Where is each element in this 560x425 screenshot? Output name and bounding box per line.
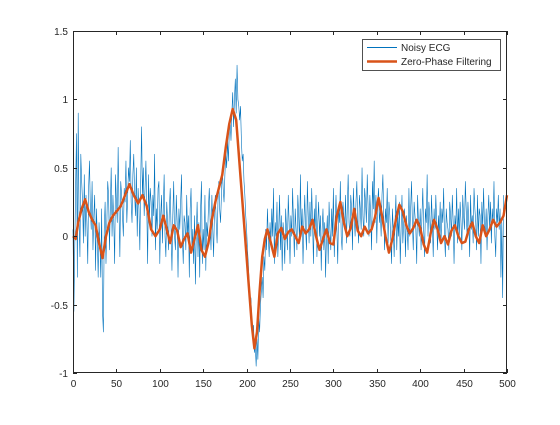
x-tick-label: 50: [111, 379, 123, 390]
y-tick-label: 0.5: [54, 164, 68, 175]
x-tick-label: 150: [195, 379, 212, 390]
x-tick-label: 500: [499, 379, 516, 390]
y-tick-label: -0.5: [51, 301, 69, 312]
y-tick-label: 0: [62, 232, 68, 243]
x-tick-label: 350: [369, 379, 386, 390]
x-tick-label: 200: [239, 379, 256, 390]
y-tick-label: 1.5: [54, 27, 68, 38]
x-tick-label: 0: [71, 379, 77, 390]
x-tick-label: 450: [456, 379, 473, 390]
legend[interactable]: Noisy ECG Zero-Phase Filtering: [362, 39, 501, 71]
series-line-zero-phase-filtering: [72, 107, 509, 350]
series-layer: [72, 64, 509, 367]
y-tick-label: 1: [62, 95, 68, 106]
y-axis-ticks: -1 -0.5 0 0.5 1 1.5: [51, 27, 507, 380]
x-tick-label: 100: [152, 379, 169, 390]
x-tick-label: 250: [282, 379, 299, 390]
legend-label-zero-phase: Zero-Phase Filtering: [401, 57, 492, 68]
series-line-noisy-ecg: [72, 64, 504, 367]
legend-label-noisy-ecg: Noisy ECG: [401, 43, 451, 54]
y-tick-label: -1: [59, 369, 68, 380]
legend-box: [362, 39, 501, 71]
x-axis-ticks: 0 50 100 150 200 250 300 350 400 450 500: [71, 31, 516, 390]
x-tick-label: 400: [412, 379, 429, 390]
x-tick-label: 300: [325, 379, 342, 390]
